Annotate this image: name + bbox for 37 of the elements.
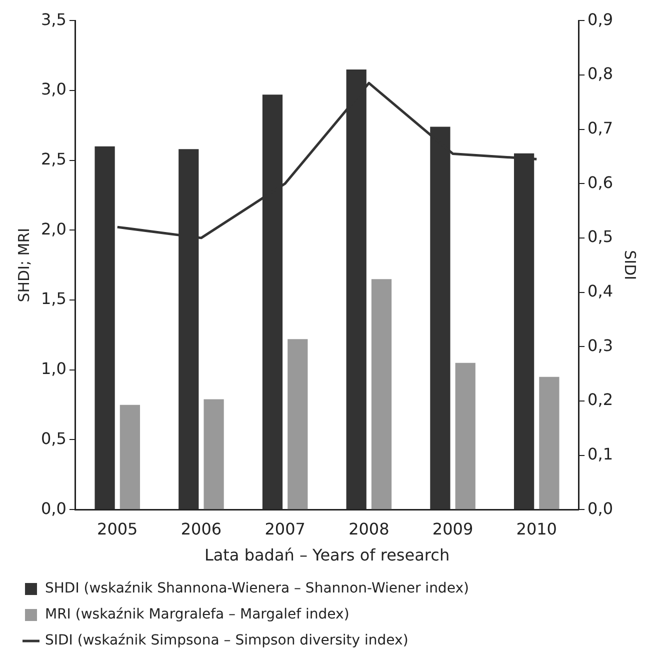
x-tick-label: 2006: [180, 519, 222, 538]
y-tick-label: 2,5: [40, 149, 66, 168]
y-tick-label: 0,5: [40, 428, 66, 448]
legend-label: MRI (wskaźnik Margralefa – Margalef index): [45, 606, 350, 623]
y-tick-label: 1,0: [40, 359, 66, 378]
y2-tick-label: 0,9: [588, 10, 614, 29]
y-tick-label: 3,0: [40, 80, 66, 99]
bar: [455, 362, 476, 510]
y2-tick-label: 0,4: [588, 281, 614, 300]
y-tick-label: 2,0: [40, 219, 66, 238]
legend-label: SHDI (wskaźnik Shannona-Wienera – Shannon-Wiener index): [45, 580, 469, 597]
x-tick-label: 2007: [264, 519, 306, 538]
bar: [120, 404, 140, 510]
bar: [288, 339, 308, 510]
y2-tick-label: 0,2: [588, 390, 614, 410]
x-axis-title: Lata badań – Years of research: [204, 546, 450, 565]
y2-tick-label: 0,3: [588, 336, 614, 355]
y2-tick-label: 0,8: [588, 64, 614, 84]
y2-axis-title: SIDI: [621, 250, 640, 280]
y2-tick-label: 0,0: [588, 498, 614, 518]
y2-tick-label: 0,7: [588, 118, 614, 138]
x-tick-label: 2008: [348, 519, 390, 538]
bar: [371, 279, 392, 510]
bar: [94, 146, 115, 510]
y-tick-label: 1,5: [40, 289, 66, 308]
x-tick-label: 2005: [97, 519, 138, 538]
bar: [204, 399, 224, 510]
y-tick-label: 0,0: [40, 498, 66, 518]
y-axis-title: SHDI; MRI: [14, 228, 33, 302]
x-tick-label: 2009: [432, 519, 474, 538]
y2-tick-label: 0,6: [588, 172, 614, 192]
legend-label: SIDI (wskaźnik Simpsona – Simpson diversity index): [45, 632, 408, 649]
y2-tick-label: 0,1: [588, 444, 614, 464]
x-tick-label: 2010: [516, 519, 557, 538]
y2-tick-label: 0,5: [588, 227, 614, 246]
y-tick-label: 3,5: [40, 10, 66, 29]
bar: [539, 376, 560, 510]
